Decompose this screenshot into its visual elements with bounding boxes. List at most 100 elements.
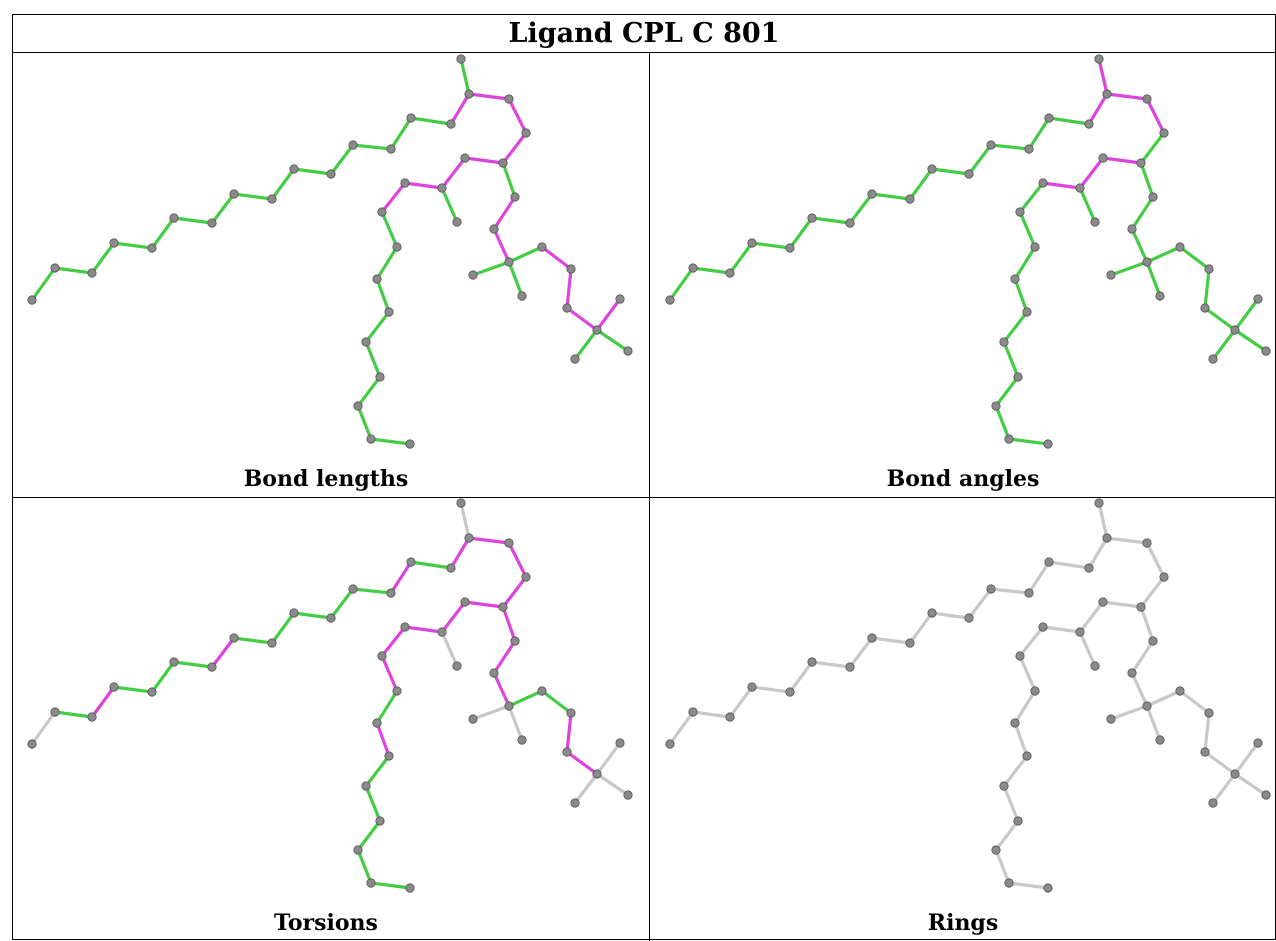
bond-neutral xyxy=(930,611,971,620)
bond-ok xyxy=(501,161,517,199)
atom xyxy=(1098,597,1108,607)
atom xyxy=(566,708,576,718)
bond-outlier xyxy=(1145,97,1166,135)
bond-ok xyxy=(232,192,274,201)
panel-bond-angles: Bond angles xyxy=(651,54,1275,497)
atom xyxy=(147,687,157,697)
bond-ok xyxy=(1203,267,1211,310)
bond-neutral xyxy=(1139,575,1166,609)
atom xyxy=(1155,291,1165,301)
bond-outlier xyxy=(565,750,599,776)
bond-ok xyxy=(364,310,391,344)
bond-ok xyxy=(1027,116,1051,151)
bond-ok xyxy=(1233,297,1260,332)
bond-ok xyxy=(440,186,459,224)
bond-neutral xyxy=(1145,689,1182,708)
bond-ok xyxy=(329,143,355,176)
atom xyxy=(169,213,179,223)
atom xyxy=(366,434,376,444)
bond-ok xyxy=(870,192,912,201)
bond-ok xyxy=(1178,245,1211,271)
bond-neutral xyxy=(1203,750,1237,776)
bond-ok xyxy=(1018,210,1037,249)
molecule-diagram-rings xyxy=(665,498,1271,893)
bond-neutral xyxy=(1211,772,1237,805)
atom xyxy=(1208,798,1218,808)
bond-outlier xyxy=(595,297,622,332)
atom xyxy=(688,263,698,273)
atom xyxy=(964,169,974,179)
bond-ok xyxy=(1145,245,1182,264)
atom xyxy=(1106,714,1116,724)
atom xyxy=(845,218,855,228)
atom xyxy=(1127,668,1137,678)
atom xyxy=(807,657,817,667)
atom xyxy=(1030,686,1040,696)
atom xyxy=(289,164,299,174)
atom xyxy=(1142,538,1152,548)
bond-ok xyxy=(1078,186,1097,224)
bond-ok xyxy=(112,241,154,250)
atom xyxy=(1208,354,1218,364)
atom xyxy=(229,189,239,199)
atom xyxy=(1015,207,1025,217)
atom xyxy=(517,291,527,301)
bond-ok xyxy=(409,560,453,570)
bond-neutral xyxy=(471,704,511,721)
atom xyxy=(521,572,531,582)
bond-ok xyxy=(540,689,573,715)
atom xyxy=(1004,434,1014,444)
bond-ok xyxy=(994,375,1020,408)
bond-neutral xyxy=(750,685,792,694)
atom xyxy=(570,354,580,364)
atom xyxy=(1043,883,1053,893)
atom xyxy=(468,714,478,724)
bond-neutral xyxy=(1233,772,1268,797)
atom xyxy=(456,54,466,64)
atom xyxy=(785,243,795,253)
bond-ok xyxy=(356,819,382,852)
bond-neutral xyxy=(595,772,630,797)
atom xyxy=(1261,346,1271,356)
atom xyxy=(592,325,602,335)
bond-outlier xyxy=(565,711,573,754)
bond-neutral xyxy=(1233,741,1260,776)
atom xyxy=(267,194,277,204)
bond-ok xyxy=(459,57,471,96)
atom xyxy=(1200,303,1210,313)
bond-neutral xyxy=(440,630,459,668)
atom xyxy=(361,337,371,347)
bond-ok xyxy=(90,241,116,275)
atom xyxy=(437,627,447,637)
atom xyxy=(747,682,757,692)
atom xyxy=(1084,563,1094,573)
bond-ok xyxy=(53,710,94,719)
bond-ok xyxy=(1013,277,1029,314)
bond-neutral xyxy=(1130,671,1149,708)
atom xyxy=(1038,622,1048,632)
bond-ok xyxy=(691,266,732,275)
atom xyxy=(1024,588,1034,598)
atom xyxy=(1075,627,1085,637)
bond-ok xyxy=(507,245,544,264)
atom xyxy=(905,194,915,204)
atom xyxy=(566,264,576,274)
bond-outlier xyxy=(501,575,528,609)
atom xyxy=(1015,651,1025,661)
bond-ok xyxy=(1109,260,1149,277)
bond-outlier xyxy=(501,131,528,165)
atom xyxy=(562,303,572,313)
atom xyxy=(867,633,877,643)
bond-ok xyxy=(409,116,453,126)
bond-ok xyxy=(507,689,544,708)
atom xyxy=(1253,294,1263,304)
atom xyxy=(1204,264,1214,274)
bond-ok xyxy=(471,260,511,277)
bond-ok xyxy=(1139,161,1155,199)
bond-outlier xyxy=(403,625,444,634)
grid-divider-horizontal xyxy=(13,497,1275,498)
atom xyxy=(999,337,1009,347)
bond-ok xyxy=(1018,181,1045,214)
atom xyxy=(665,295,675,305)
bond-neutral xyxy=(1078,630,1097,668)
